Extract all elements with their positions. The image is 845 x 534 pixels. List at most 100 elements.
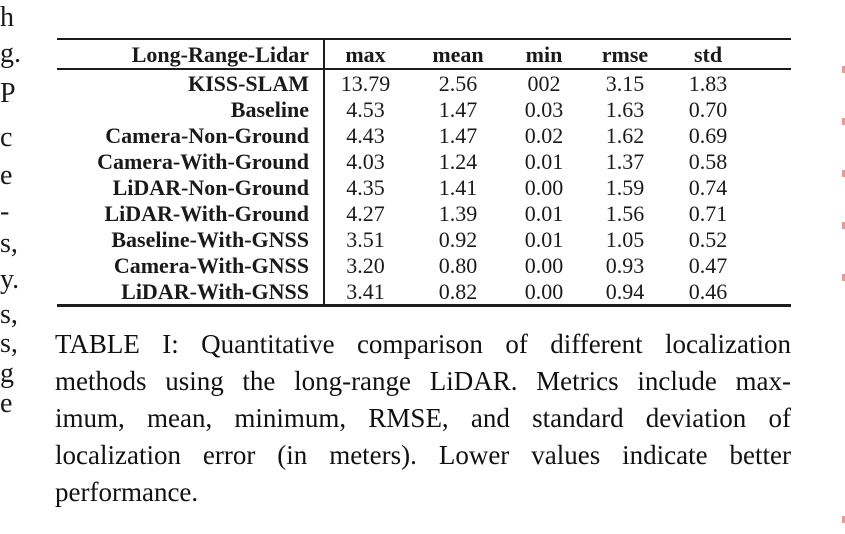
cell-mean: 1.47 (438, 123, 478, 148)
cell-std: 0.71 (688, 201, 728, 226)
cell-min: 0.00 (524, 175, 564, 200)
cell-min: 0.01 (524, 149, 564, 174)
cell-mean: 1.41 (438, 175, 478, 200)
table-column-divider (323, 38, 325, 306)
cropped-letter: y. (0, 264, 20, 295)
table-header-std: std (693, 42, 723, 67)
cell-rmse: 0.93 (605, 253, 645, 278)
cell-rmse: 1.37 (605, 149, 645, 174)
results-table: Long-Range-Lidar max mean min rmse std K… (57, 38, 791, 308)
table-row: LiDAR-Non-Ground 4.35 1.41 0.00 1.59 0.7… (57, 175, 791, 201)
cropped-letter: s, (0, 328, 18, 359)
cell-mean: 0.82 (438, 279, 478, 304)
method-name: LiDAR-Non-Ground (112, 175, 309, 200)
table-row: Camera-Non-Ground 4.43 1.47 0.02 1.62 0.… (57, 123, 791, 149)
cropped-letter: g (0, 358, 14, 389)
cell-rmse: 1.62 (605, 123, 645, 148)
table-header-rule (57, 68, 791, 70)
cell-std: 1.83 (688, 71, 728, 96)
cell-std: 0.70 (688, 97, 728, 122)
table-row: Camera-With-GNSS 3.20 0.80 0.00 0.93 0.4… (57, 253, 791, 279)
cell-mean: 2.56 (438, 71, 478, 96)
cell-rmse: 1.63 (605, 97, 645, 122)
cropped-letter: P (0, 78, 16, 109)
caption-line: localization error (in meters). Lower va… (55, 440, 791, 470)
table-header-row: Long-Range-Lidar max mean min rmse std (57, 42, 791, 68)
cropped-letter: s, (0, 228, 18, 259)
method-name: Baseline (230, 97, 309, 122)
table-header-rmse: rmse (601, 42, 649, 67)
cell-mean: 0.92 (438, 227, 478, 252)
cell-max: 13.79 (340, 71, 391, 96)
caption-line: methods using the long-range LiDAR. Metr… (55, 366, 791, 396)
method-name: KISS-SLAM (187, 71, 309, 96)
cell-max: 3.41 (346, 279, 385, 304)
method-name: Camera-With-Ground (97, 149, 309, 174)
table-row: LiDAR-With-Ground 4.27 1.39 0.01 1.56 0.… (57, 201, 791, 227)
cropped-letter: e (0, 388, 13, 419)
method-name: LiDAR-With-Ground (104, 201, 309, 226)
method-name: LiDAR-With-GNSS (121, 279, 309, 304)
cell-min: 0.00 (524, 253, 564, 278)
cell-std: 0.69 (688, 123, 728, 148)
cell-max: 3.51 (346, 227, 385, 252)
table-header-method: Long-Range-Lidar (131, 42, 309, 67)
caption-line: TABLE I: Quantitative comparison of diff… (55, 329, 791, 359)
cropped-letter: c (0, 122, 13, 153)
red-edge-mark (842, 274, 845, 281)
cell-std: 0.58 (688, 149, 728, 174)
cell-rmse: 1.56 (605, 201, 645, 226)
red-edge-mark (842, 516, 845, 523)
table-header-max: max (345, 42, 386, 67)
cell-min: 0.00 (524, 279, 564, 304)
red-edge-mark (842, 170, 845, 177)
cell-min: 0.03 (524, 97, 564, 122)
cropped-letter: g. (0, 38, 21, 69)
table-header-mean: mean (432, 42, 484, 67)
cell-rmse: 0.94 (605, 279, 645, 304)
cell-rmse: 1.59 (605, 175, 645, 200)
table-bottom-rule (57, 304, 791, 307)
table-row: Baseline-With-GNSS 3.51 0.92 0.01 1.05 0… (57, 227, 791, 253)
cell-std: 0.46 (688, 279, 728, 304)
cropped-letter: - (0, 196, 10, 227)
cell-rmse: 3.15 (605, 71, 645, 96)
cell-mean: 1.24 (438, 149, 478, 174)
cell-std: 0.74 (688, 175, 728, 200)
cell-rmse: 1.05 (605, 227, 645, 252)
table-row: LiDAR-With-GNSS 3.41 0.82 0.00 0.94 0.46 (57, 279, 791, 305)
cropped-letter: h (0, 2, 14, 33)
caption-line: imum, mean, minimum, RMSE, and standard … (55, 403, 791, 433)
cell-mean: 1.39 (438, 201, 478, 226)
method-name: Camera-With-GNSS (113, 253, 309, 278)
table-caption: TABLE I: Quantitative comparison of diff… (55, 326, 791, 511)
cell-max: 4.53 (346, 97, 385, 122)
red-edge-mark (842, 66, 845, 73)
cell-max: 3.20 (346, 253, 385, 278)
cell-mean: 0.80 (438, 253, 478, 278)
cropped-letter: e (0, 160, 13, 191)
table-top-rule (57, 38, 791, 40)
cell-mean: 1.47 (438, 97, 478, 122)
cell-max: 4.35 (346, 175, 385, 200)
table-row: Camera-With-Ground 4.03 1.24 0.01 1.37 0… (57, 149, 791, 175)
method-name: Baseline-With-GNSS (111, 227, 309, 252)
cell-min: 0.01 (524, 201, 564, 226)
red-edge-mark (842, 118, 845, 125)
cell-std: 0.47 (688, 253, 728, 278)
cell-min: 0.02 (524, 123, 564, 148)
cell-max: 4.27 (346, 201, 385, 226)
table-row: KISS-SLAM 13.79 2.56 002 3.15 1.83 (57, 71, 791, 97)
table-header-min: min (525, 42, 563, 67)
caption-line: performance. (55, 477, 199, 507)
cell-std: 0.52 (688, 227, 728, 252)
red-edge-mark (842, 222, 845, 229)
cell-max: 4.03 (346, 149, 385, 174)
table-row: Baseline 4.53 1.47 0.03 1.63 0.70 (57, 97, 791, 123)
cell-max: 4.43 (346, 123, 385, 148)
cropped-letter: s, (0, 299, 18, 330)
method-name: Camera-Non-Ground (105, 123, 309, 148)
cell-min: 0.01 (524, 227, 564, 252)
cell-min: 002 (527, 71, 561, 96)
